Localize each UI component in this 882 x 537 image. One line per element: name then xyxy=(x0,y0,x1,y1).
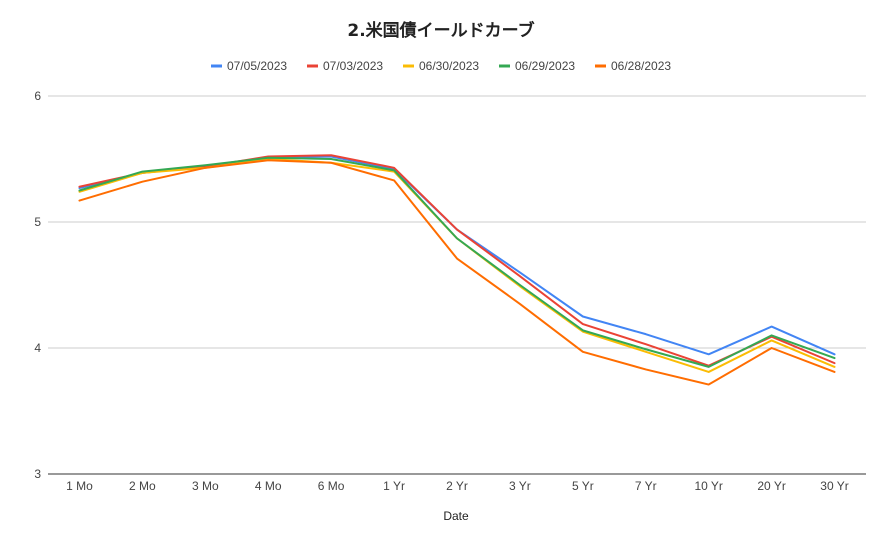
legend-item-07-03-2023[interactable]: 07/03/2023 xyxy=(307,59,383,73)
legend-label: 06/30/2023 xyxy=(419,59,479,73)
x-tick-label: 3 Yr xyxy=(509,479,531,493)
x-tick-label: 3 Mo xyxy=(192,479,219,493)
y-tick-label: 3 xyxy=(34,467,41,481)
series-line-07-05-2023 xyxy=(78,155,836,356)
legend-item-07-05-2023[interactable]: 07/05/2023 xyxy=(211,59,287,73)
x-tick-label: 10 Yr xyxy=(694,479,722,493)
x-tick-label: 2 Yr xyxy=(446,479,468,493)
series-lines xyxy=(78,154,836,386)
series-line-06-30-2023 xyxy=(78,158,836,373)
chart-title: 2.米国債イールドカーブ xyxy=(347,20,534,41)
x-tick-label: 1 Mo xyxy=(66,479,93,493)
x-tick-label: 7 Yr xyxy=(635,479,657,493)
legend-label: 06/28/2023 xyxy=(611,59,671,73)
x-tick-label: 5 Yr xyxy=(572,479,594,493)
y-tick-label: 5 xyxy=(34,215,41,229)
series-line-06-28-2023 xyxy=(78,159,836,386)
x-tick-label: 20 Yr xyxy=(757,479,785,493)
x-tick-label: 1 Yr xyxy=(383,479,405,493)
y-axis-ticks: 3 4 5 6 xyxy=(34,89,41,481)
x-tick-label: 2 Mo xyxy=(129,479,156,493)
legend-item-06-28-2023[interactable]: 06/28/2023 xyxy=(595,59,671,73)
legend-label: 07/05/2023 xyxy=(227,59,287,73)
series-line-07-03-2023 xyxy=(78,154,836,367)
legend-item-06-29-2023[interactable]: 06/29/2023 xyxy=(499,59,575,73)
x-tick-label: 4 Mo xyxy=(255,479,282,493)
y-tick-label: 6 xyxy=(34,89,41,103)
legend-label: 06/29/2023 xyxy=(515,59,575,73)
y-tick-label: 4 xyxy=(34,341,41,355)
series-line-06-29-2023 xyxy=(78,156,836,368)
gridlines xyxy=(48,95,866,475)
legend[interactable]: 07/05/2023 07/03/2023 06/30/2023 06/29/2023… xyxy=(211,59,671,73)
x-tick-label: 30 Yr xyxy=(820,479,848,493)
x-tick-label: 6 Mo xyxy=(318,479,345,493)
legend-label: 07/03/2023 xyxy=(323,59,383,73)
x-axis-title: Date xyxy=(443,509,469,523)
x-axis-ticks: 1 Mo 2 Mo 3 Mo 4 Mo 6 Mo 1 Yr 2 Yr 3 Yr 5 Yr 7 Yr… xyxy=(66,479,849,493)
legend-item-06-30-2023[interactable]: 06/30/2023 xyxy=(403,59,479,73)
